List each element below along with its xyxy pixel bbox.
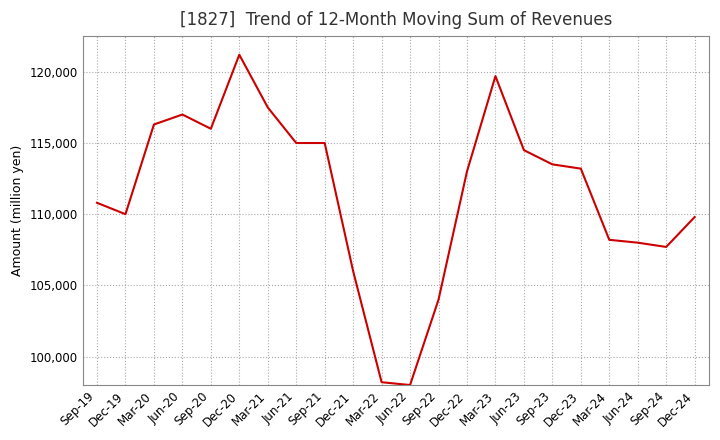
Title: [1827]  Trend of 12-Month Moving Sum of Revenues: [1827] Trend of 12-Month Moving Sum of R… [180,11,612,29]
Y-axis label: Amount (million yen): Amount (million yen) [11,145,24,276]
